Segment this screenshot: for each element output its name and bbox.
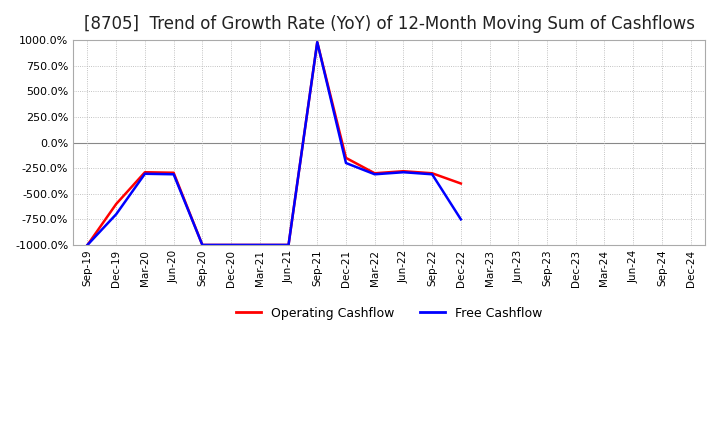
Free Cashflow bbox=[399, 169, 408, 175]
Operating Cashflow bbox=[169, 170, 178, 176]
Operating Cashflow bbox=[140, 169, 149, 175]
Free Cashflow bbox=[342, 160, 351, 165]
Free Cashflow bbox=[227, 242, 235, 248]
Operating Cashflow bbox=[284, 242, 293, 248]
Operating Cashflow bbox=[313, 40, 322, 45]
Free Cashflow bbox=[456, 217, 465, 222]
Free Cashflow bbox=[198, 242, 207, 248]
Free Cashflow bbox=[112, 212, 120, 217]
Free Cashflow bbox=[313, 40, 322, 45]
Operating Cashflow bbox=[370, 171, 379, 176]
Line: Free Cashflow: Free Cashflow bbox=[87, 42, 461, 245]
Operating Cashflow bbox=[256, 242, 264, 248]
Free Cashflow bbox=[83, 242, 91, 248]
Free Cashflow bbox=[284, 242, 293, 248]
Operating Cashflow bbox=[428, 171, 436, 176]
Operating Cashflow bbox=[227, 242, 235, 248]
Legend: Operating Cashflow, Free Cashflow: Operating Cashflow, Free Cashflow bbox=[231, 302, 547, 325]
Operating Cashflow bbox=[399, 169, 408, 174]
Operating Cashflow bbox=[456, 181, 465, 186]
Free Cashflow bbox=[370, 172, 379, 177]
Line: Operating Cashflow: Operating Cashflow bbox=[87, 42, 461, 245]
Operating Cashflow bbox=[198, 242, 207, 248]
Free Cashflow bbox=[428, 172, 436, 177]
Title: [8705]  Trend of Growth Rate (YoY) of 12-Month Moving Sum of Cashflows: [8705] Trend of Growth Rate (YoY) of 12-… bbox=[84, 15, 695, 33]
Operating Cashflow bbox=[342, 155, 351, 161]
Free Cashflow bbox=[256, 242, 264, 248]
Free Cashflow bbox=[169, 172, 178, 177]
Operating Cashflow bbox=[83, 242, 91, 248]
Free Cashflow bbox=[140, 171, 149, 176]
Operating Cashflow bbox=[112, 202, 120, 207]
